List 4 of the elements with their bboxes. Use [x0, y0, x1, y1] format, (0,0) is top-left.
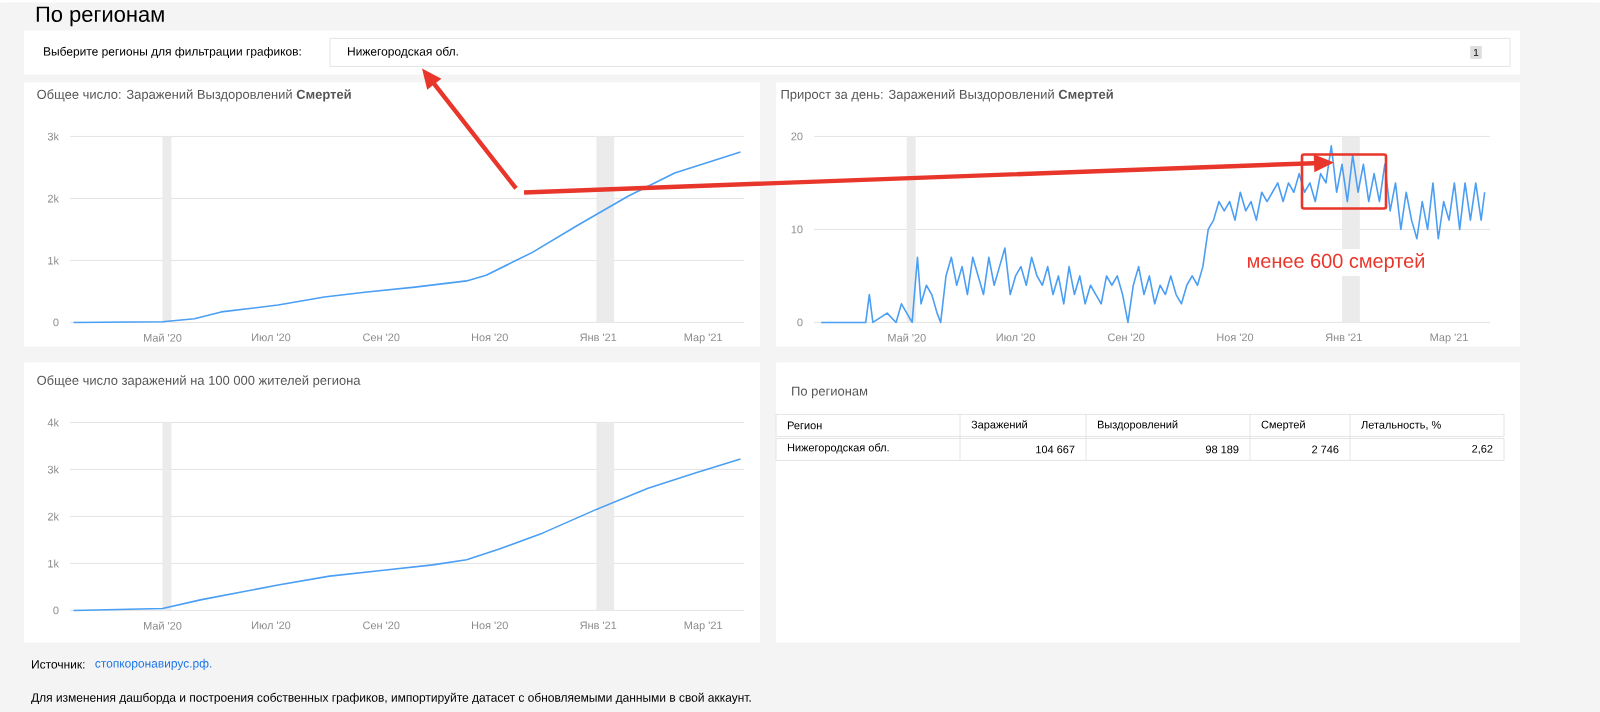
line-series — [72, 458, 742, 612]
annotation: менее 600 смертей — [1248, 252, 1425, 272]
text: По регионам — [36, 6, 164, 27]
line-series — [72, 150, 742, 324]
